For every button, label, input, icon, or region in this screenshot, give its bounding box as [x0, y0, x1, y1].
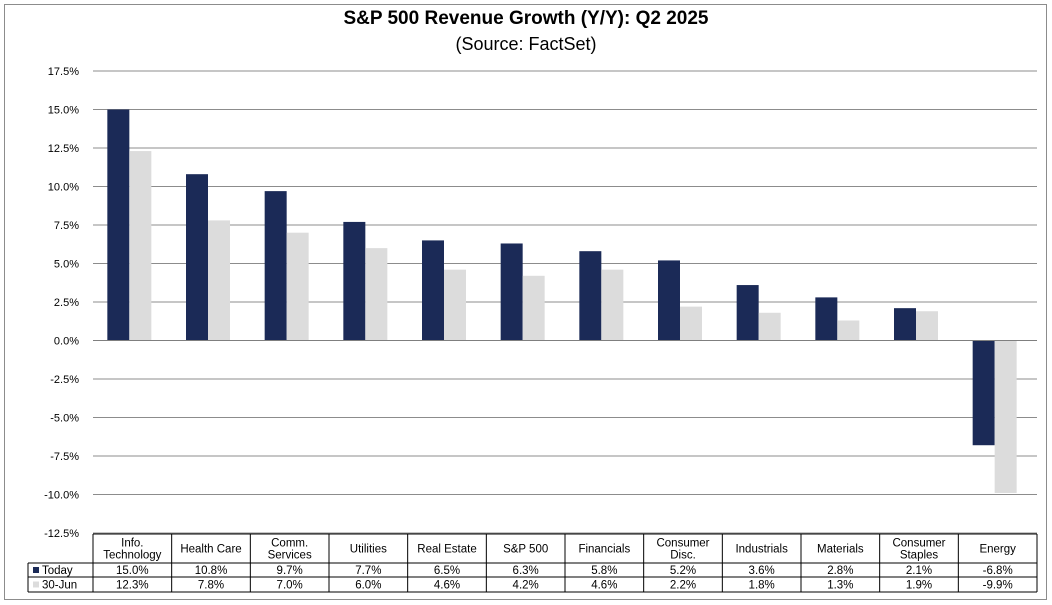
category-label: Consumer: [892, 538, 945, 550]
y-tick-label: -5.0%: [50, 413, 79, 425]
data-label: 4.6%: [434, 580, 460, 592]
y-tick-label: 7.5%: [54, 220, 79, 232]
y-tick-label: 2.5%: [54, 297, 79, 309]
data-label: 7.0%: [277, 580, 303, 592]
bar-today: [264, 191, 287, 341]
y-tick-label: -2.5%: [50, 374, 79, 386]
bar-today: [186, 174, 208, 341]
data-label: 6.3%: [513, 565, 539, 577]
data-label: 5.8%: [591, 565, 617, 577]
y-tick-label: 0.0%: [54, 336, 79, 348]
category-label: Technology: [103, 550, 161, 562]
data-label: 1.9%: [906, 580, 932, 592]
y-tick-label: 15.0%: [48, 105, 79, 117]
bar-today: [736, 285, 759, 341]
data-label: 6.0%: [355, 580, 381, 592]
bar-today: [343, 221, 366, 341]
bar-30-jun: [286, 232, 309, 341]
category-label: Comm.: [271, 538, 308, 550]
bar-30-jun: [365, 248, 388, 341]
category-label: Staples: [900, 550, 939, 562]
category-label: Services: [268, 550, 312, 562]
category-label: Industrials: [735, 544, 788, 556]
bar-30-jun: [522, 275, 545, 341]
category-label: Info.: [121, 538, 143, 550]
bar-30-jun: [916, 311, 938, 341]
category-label: Utilities: [350, 544, 387, 556]
data-label: 12.3%: [116, 580, 149, 592]
bar-30-jun: [601, 269, 624, 341]
data-label: 10.8%: [195, 565, 228, 577]
bar-30-jun: [994, 340, 1017, 493]
bar-30-jun: [208, 220, 230, 341]
y-tick-label: -12.5%: [44, 528, 79, 540]
data-label: 15.0%: [116, 565, 149, 577]
bar-today: [579, 251, 602, 341]
series-name: 30-Jun: [42, 580, 77, 592]
category-label: Materials: [817, 544, 864, 556]
data-label: 1.3%: [827, 580, 853, 592]
data-label: 4.2%: [513, 580, 539, 592]
data-label: 7.7%: [355, 565, 381, 577]
data-label: 9.7%: [277, 565, 303, 577]
y-tick-label: -10.0%: [44, 490, 79, 502]
chart-subtitle: (Source: FactSet): [455, 34, 597, 54]
category-label: S&P 500: [503, 544, 548, 556]
chart-title: S&P 500 Revenue Growth (Y/Y): Q2 2025: [343, 8, 709, 29]
category-label: Real Estate: [417, 544, 476, 556]
bar-30-jun: [129, 151, 152, 341]
bar-today: [972, 340, 995, 446]
y-tick-label: 10.0%: [48, 182, 79, 194]
data-label: 2.2%: [670, 580, 696, 592]
bar-today: [658, 260, 680, 341]
data-label: 3.6%: [749, 565, 775, 577]
bar-30-jun: [680, 306, 702, 341]
bar-30-jun: [758, 312, 781, 341]
data-label: 2.1%: [906, 565, 932, 577]
data-label: 5.2%: [670, 565, 696, 577]
legend-key-today: [33, 567, 39, 573]
bar-today: [894, 308, 916, 341]
category-label: Energy: [979, 544, 1016, 556]
legend-key-30-jun: [33, 581, 39, 588]
data-label: 4.6%: [591, 580, 617, 592]
category-label: Consumer: [656, 538, 709, 550]
bar-today: [107, 109, 130, 341]
category-label: Disc.: [670, 550, 696, 562]
category-label: Health Care: [180, 544, 241, 556]
bar-today: [815, 297, 838, 341]
bar-30-jun: [837, 320, 860, 341]
data-label: 7.8%: [198, 580, 224, 592]
bar-30-jun: [444, 269, 466, 341]
bar-today: [500, 243, 523, 341]
data-label: -9.9%: [983, 580, 1013, 592]
y-tick-label: -7.5%: [50, 451, 79, 463]
series-name: Today: [42, 565, 73, 577]
y-tick-label: 5.0%: [54, 259, 79, 271]
y-tick-label: 17.5%: [48, 66, 79, 78]
data-label: -6.8%: [983, 565, 1013, 577]
y-tick-label: 12.5%: [48, 143, 79, 155]
category-label: Financials: [578, 544, 630, 556]
data-label: 1.8%: [749, 580, 775, 592]
data-label: 6.5%: [434, 565, 460, 577]
data-label: 2.8%: [827, 565, 853, 577]
bar-today: [422, 240, 444, 341]
